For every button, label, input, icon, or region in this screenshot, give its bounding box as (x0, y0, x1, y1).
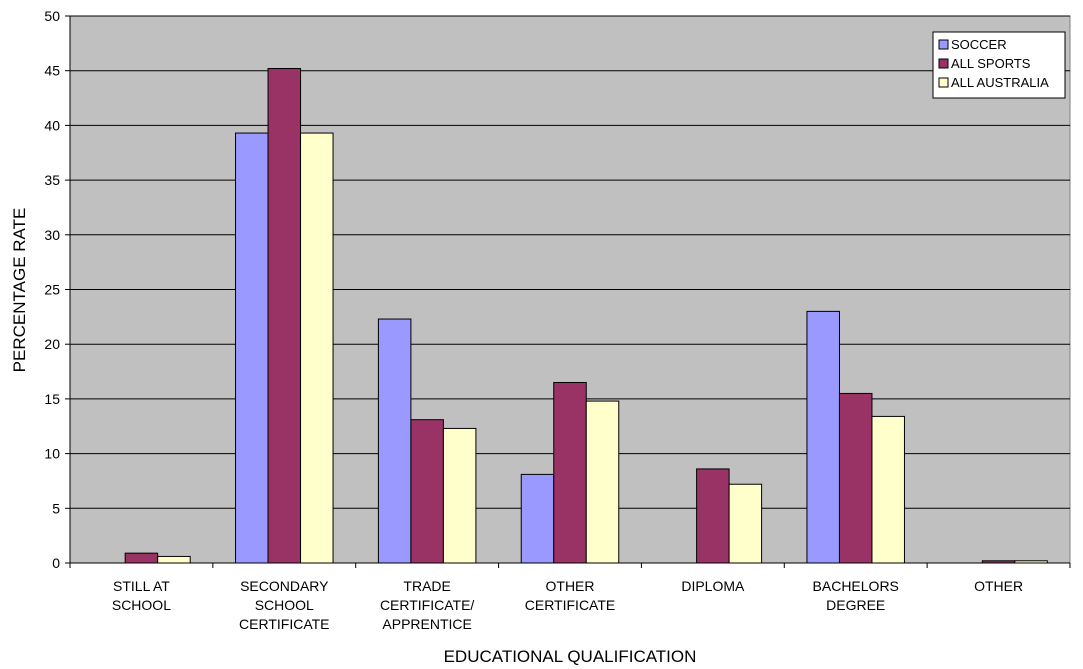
x-category-label: SCHOOL (112, 597, 171, 613)
x-axis-title: EDUCATIONAL QUALIFICATION (444, 647, 697, 666)
bar-all-australia (585, 400, 620, 564)
y-tick-label: 30 (44, 227, 60, 243)
legend-label: ALL AUSTRALIA (951, 75, 1049, 90)
y-tick-label: 10 (44, 446, 60, 462)
y-tick-label: 45 (44, 63, 60, 79)
x-category-label: CERTIFICATE (239, 616, 330, 632)
x-axis-ticks: STILL AT SCHOOL SECONDARY SCHOOL CERTIFICATE… (69, 563, 1071, 632)
legend-swatch (938, 58, 949, 69)
x-category-label: SCHOOL (255, 597, 314, 613)
y-tick-label: 20 (44, 336, 60, 352)
x-category-label: DEGREE (826, 597, 885, 613)
bar-all-australia (300, 132, 334, 564)
y-tick-label: 25 (44, 282, 60, 298)
bar-all-australia (728, 483, 763, 564)
y-tick-label: 35 (44, 172, 60, 188)
bar-all-sports (124, 552, 159, 564)
bar-all-sports (553, 381, 587, 564)
x-category-label: BACHELORS (813, 578, 899, 594)
bar-all-sports (267, 68, 302, 564)
x-category-label: TRADE (403, 578, 450, 594)
x-category-label: APPRENTICE (382, 616, 471, 632)
y-tick-label: 40 (44, 117, 60, 133)
bar-soccer (377, 318, 412, 564)
x-category-label: CERTIFICATE/ (380, 597, 474, 613)
bar-all-australia (442, 427, 477, 564)
bar-all-sports (838, 392, 873, 564)
x-category-label: CERTIFICATE (525, 597, 616, 613)
y-tick-label: 50 (44, 8, 60, 24)
legend-label: SOCCER (951, 37, 1007, 52)
y-tick-label: 0 (52, 555, 60, 571)
x-category-label: OTHER (546, 578, 595, 594)
x-category-label: DIPLOMA (681, 578, 745, 594)
y-tick-label: 5 (52, 500, 60, 516)
bar-all-australia (157, 555, 191, 564)
legend-box (932, 31, 1066, 99)
x-category-label: STILL AT (113, 578, 170, 594)
bar-all-australia (871, 415, 905, 564)
x-category-label: SECONDARY (240, 578, 329, 594)
legend-label: ALL SPORTS (951, 56, 1031, 71)
y-axis-ticks: 0 5 10 15 20 25 30 35 40 45 50 (44, 8, 70, 571)
bar-soccer (806, 310, 840, 564)
bar-all-sports (696, 468, 730, 564)
bar-soccer (520, 473, 555, 564)
legend-swatch (938, 77, 949, 88)
bar-all-sports (410, 419, 444, 564)
y-axis-title: PERCENTAGE RATE (10, 208, 29, 373)
legend: SOCCER ALL SPORTS ALL AUSTRALIA (932, 31, 1066, 99)
y-tick-label: 15 (44, 391, 60, 407)
x-category-label: OTHER (974, 578, 1023, 594)
legend-swatch (938, 39, 949, 50)
bar-soccer (235, 132, 269, 564)
